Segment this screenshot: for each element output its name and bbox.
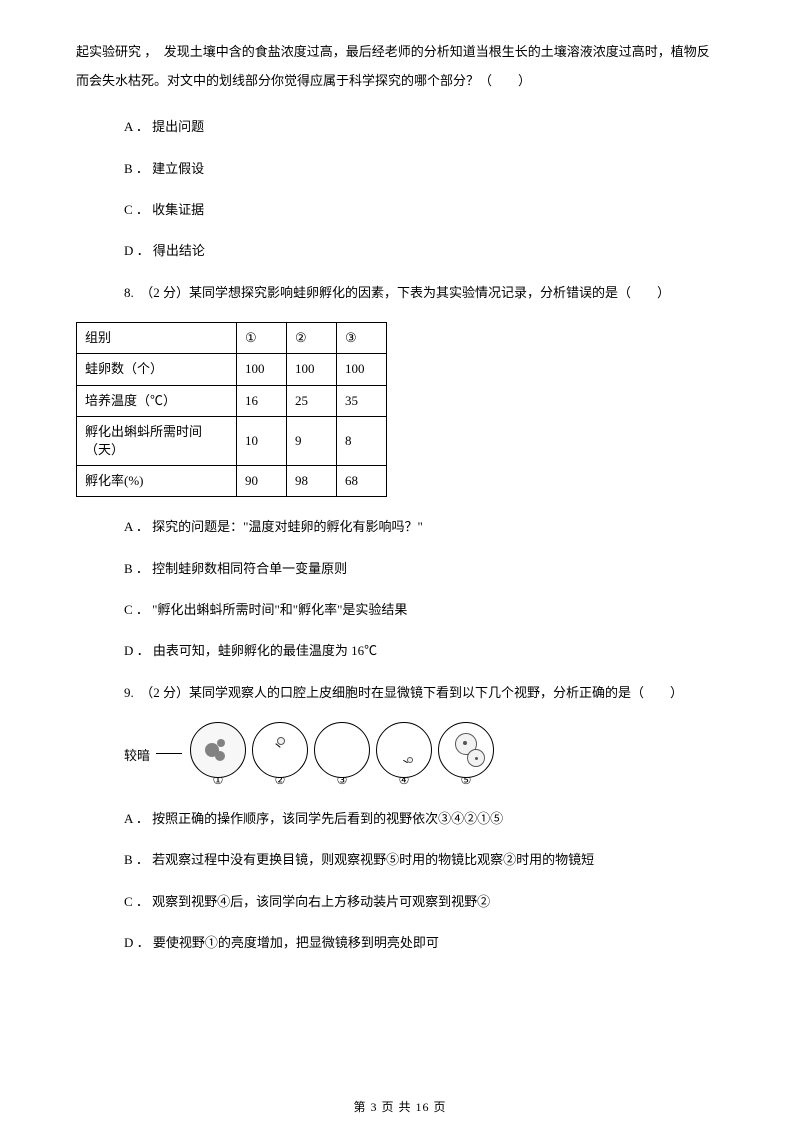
table-row: 蛙卵数（个） 100 100 100 [77, 354, 387, 385]
q9-option-d: D ． 要使视野①的亮度增加，把显微镜移到明亮处即可 [124, 931, 724, 954]
field-1: ① [190, 722, 246, 789]
pointer-line-icon [156, 753, 182, 754]
q8-option-b: B ． 控制蛙卵数相同符合单一变量原则 [124, 557, 724, 580]
field-4: ④ [376, 722, 432, 789]
cell: 8 [337, 416, 387, 465]
cell-label: 蛙卵数（个） [77, 354, 237, 385]
cell: 10 [237, 416, 287, 465]
q9-option-b: B ． 若观察过程中没有更换目镜，则观察视野⑤时用的物镜比观察②时用的物镜短 [124, 848, 724, 871]
circle-icon [314, 722, 370, 778]
cell: 16 [237, 385, 287, 416]
q8-table: 组别 ① ② ③ 蛙卵数（个） 100 100 100 培养温度（℃） 16 2… [76, 322, 387, 497]
cell-label: 孵化率(%) [77, 466, 237, 497]
cell: 35 [337, 385, 387, 416]
q8-option-d: D ． 由表可知，蛙卵孵化的最佳温度为 16℃ [124, 639, 724, 662]
field-3: ③ [314, 722, 370, 789]
cell: 68 [337, 466, 387, 497]
circle-icon [438, 722, 494, 778]
q7-option-d: D ． 得出结论 [124, 239, 724, 262]
table-row: 培养温度（℃） 16 25 35 [77, 385, 387, 416]
q8-stem: 8. （2 分）某同学想探究影响蛙卵孵化的因素，下表为其实验情况记录，分析错误的… [124, 281, 724, 304]
cell: 25 [287, 385, 337, 416]
q9-option-a: A ． 按照正确的操作顺序，该同学先后看到的视野依次③④②①⑤ [124, 807, 724, 830]
field-2: ② [252, 722, 308, 789]
table-row: 孵化出蝌蚪所需时间（天） 10 9 8 [77, 416, 387, 465]
circle-icon [190, 722, 246, 778]
page-footer: 第 3 页 共 16 页 [0, 1099, 800, 1116]
q7-option-b: B ． 建立假设 [124, 157, 724, 180]
table-row: 组别 ① ② ③ [77, 323, 387, 354]
cell: 100 [287, 354, 337, 385]
cell: 100 [337, 354, 387, 385]
cell: ③ [337, 323, 387, 354]
cell: 98 [287, 466, 337, 497]
q8-option-c: C ． "孵化出蝌蚪所需时间"和"孵化率"是实验结果 [124, 598, 724, 621]
cell-label: 组别 [77, 323, 237, 354]
cell: 90 [237, 466, 287, 497]
cell-label: 培养温度（℃） [77, 385, 237, 416]
table-row: 孵化率(%) 90 98 68 [77, 466, 387, 497]
q9-stem: 9. （2 分）某同学观察人的口腔上皮细胞时在显微镜下看到以下几个视野，分析正确… [124, 681, 724, 704]
cell-blob-icon [217, 739, 225, 747]
q8-option-a: A ． 探究的问题是："温度对蛙卵的孵化有影响吗？" [124, 515, 724, 538]
circle-icon [376, 722, 432, 778]
circle-icon [252, 722, 308, 778]
q9-figure: 较暗 ① ② ③ ④ ⑤ [124, 722, 724, 789]
q7-option-c: C ． 收集证据 [124, 198, 724, 221]
cell-outline-icon [277, 737, 285, 745]
cell: ① [237, 323, 287, 354]
intro-line1: 起实验研究 ， 发现土壤中含的食盐浓度过高，最后经老师的分析知道当根生长的土壤溶… [76, 44, 710, 59]
intro-line2: 而会失水枯死。对文中的划线部分你觉得应属于科学探究的哪个部分？（ ） [76, 73, 531, 88]
cell-label: 孵化出蝌蚪所需时间（天） [77, 416, 237, 465]
q9-option-c: C ． 观察到视野④后，该同学向右上方移动装片可观察到视野② [124, 890, 724, 913]
darker-label: 较暗 [124, 747, 150, 765]
cell: 100 [237, 354, 287, 385]
cell: ② [287, 323, 337, 354]
field-5: ⑤ [438, 722, 494, 789]
q7-option-a: A ． 提出问题 [124, 115, 724, 138]
cell: 9 [287, 416, 337, 465]
cell-blob-icon [215, 751, 225, 761]
intro-paragraph: 起实验研究 ， 发现土壤中含的食盐浓度过高，最后经老师的分析知道当根生长的土壤溶… [76, 38, 724, 95]
